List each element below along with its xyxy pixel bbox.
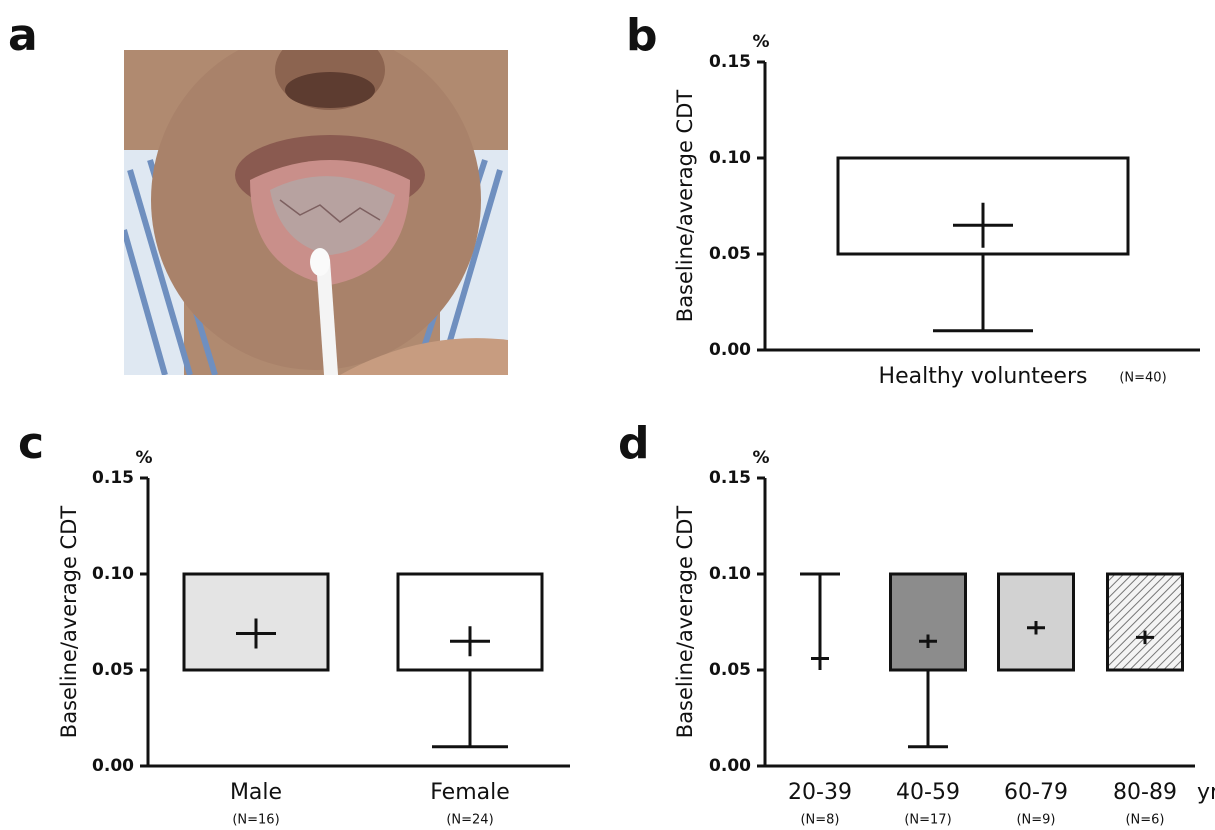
y-unit: % — [752, 32, 769, 52]
x-tick-label: 40-59 — [896, 780, 960, 805]
x-tick-sublabel: (N=9) — [1016, 813, 1055, 828]
panel-label: d — [618, 418, 650, 469]
x-tick-sublabel: (N=6) — [1125, 813, 1164, 828]
panel-label: b — [626, 10, 658, 61]
y-tick-label: 0.15 — [709, 52, 751, 72]
y-axis-title: Baseline/average CDT — [673, 506, 697, 739]
y-tick-label: 0.10 — [92, 564, 134, 584]
y-unit: % — [135, 448, 152, 468]
y-tick-label: 0.15 — [709, 468, 751, 488]
figure: a b% Baseline/average CDT 0.00 0.05 0.10 0.15… — [0, 0, 1215, 830]
x-tick-label: 80-89 — [1113, 780, 1177, 805]
y-tick-label: 0.00 — [709, 340, 751, 360]
box — [1108, 574, 1183, 670]
x-tick-sublabel: (N=16) — [232, 813, 279, 828]
x-tick-sublabel: (N=24) — [446, 813, 493, 828]
panel-label: c — [18, 418, 44, 469]
y-unit: % — [752, 448, 769, 468]
y-axis-title: Baseline/average CDT — [673, 90, 697, 323]
x-tick-sublabel: (N=17) — [904, 813, 951, 828]
y-tick-label: 0.15 — [92, 468, 134, 488]
x-tick-label: Healthy volunteers — [879, 364, 1088, 389]
panel-label: a — [8, 10, 38, 61]
x-tick-label: Male — [230, 780, 282, 805]
box — [891, 574, 966, 670]
y-tick-label: 0.05 — [709, 244, 751, 264]
x-tick-label: 20-39 — [788, 780, 852, 805]
y-tick-label: 0.00 — [709, 756, 751, 776]
y-axis-title: Baseline/average CDT — [57, 506, 81, 739]
y-tick-label: 0.05 — [709, 660, 751, 680]
mean-marker — [811, 652, 829, 666]
x-tick-sublabel: (N=8) — [800, 813, 839, 828]
x-tick-sublabel: (N=40) — [1119, 371, 1166, 386]
x-tick-label: Female — [430, 780, 510, 805]
y-tick-label: 0.00 — [92, 756, 134, 776]
x-tick-label: 60-79 — [1004, 780, 1068, 805]
photo — [124, 30, 508, 380]
y-tick-label: 0.10 — [709, 564, 751, 584]
x-unit: yr — [1197, 780, 1215, 805]
y-tick-label: 0.10 — [709, 148, 751, 168]
y-tick-label: 0.05 — [92, 660, 134, 680]
